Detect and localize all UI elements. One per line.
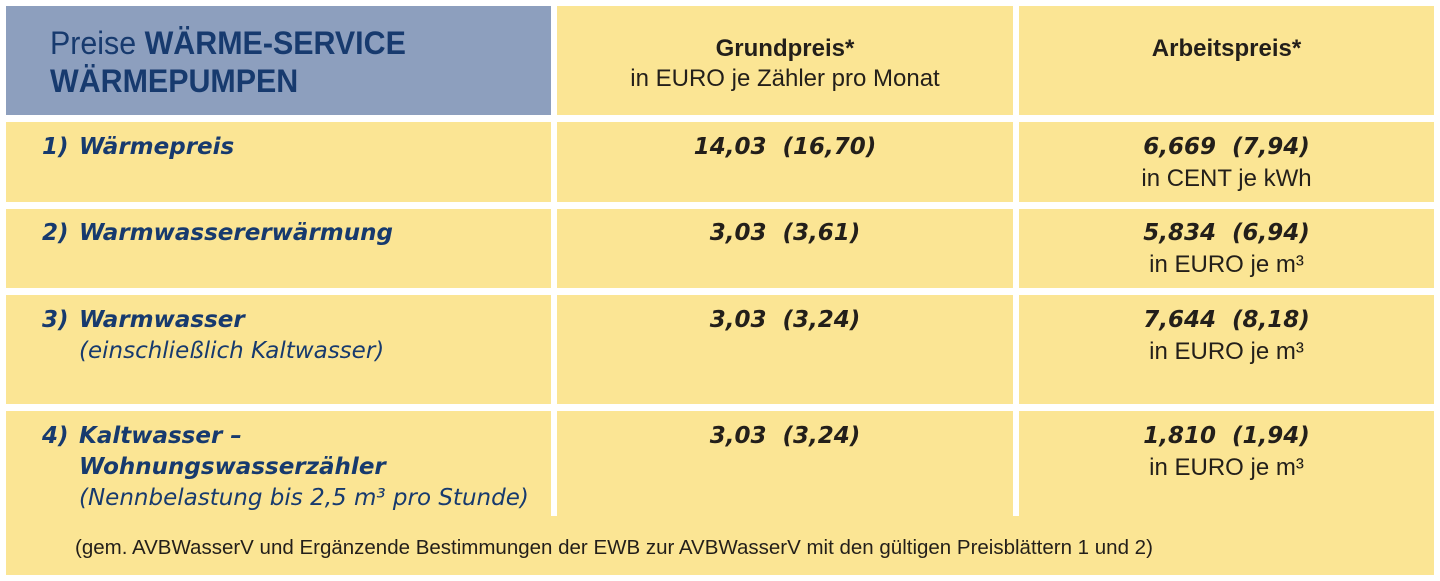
table-title-cell: Preise WÄRME-SERVICE WÄRMEPUMPEN	[6, 6, 551, 115]
footnote-cell	[545, 516, 1434, 575]
row-subtitle: (Nennbelastung bis 2,5 m³ pro Stunde)	[79, 485, 529, 511]
arbeitspreis-value: 6,669 (7,94) in CENT je kWh	[1019, 132, 1434, 194]
row-name: Kaltwasser –	[79, 423, 242, 449]
row-number: 3)	[42, 307, 69, 333]
row-number: 1)	[42, 134, 69, 160]
table-row-cell	[557, 209, 1013, 288]
arbeitspreis-unit: in CENT je kWh	[1141, 165, 1312, 192]
grundpreis-value: 14,03 (16,70)	[557, 132, 1013, 163]
title-prefix: Preise	[50, 25, 145, 61]
footnote: (gem. AVBWasserV und Ergänzende Bestimmu…	[75, 536, 1153, 559]
arbeitspreis-value: 7,644 (8,18) in EURO je m³	[1019, 305, 1434, 367]
table-row-cell	[1019, 209, 1434, 288]
grundpreis-value: 3,03 (3,24)	[557, 421, 1013, 452]
grundpreis-header: Grundpreis* in EURO je Zähler pro Monat	[557, 6, 1013, 115]
table-row	[6, 411, 551, 575]
arbeitspreis-price: 5,834 (6,94)	[1143, 220, 1310, 246]
table-row-cell	[1019, 295, 1434, 404]
title-line2: WÄRMEPUMPEN	[50, 63, 299, 99]
row-number: 4)	[42, 423, 69, 449]
grundpreis-price: 14,03 (16,70)	[693, 134, 877, 160]
arbeitspreis-price: 6,669 (7,94)	[1143, 134, 1310, 160]
arbeitspreis-unit: in EURO je m³	[1149, 454, 1304, 481]
table-row-cell	[557, 411, 1013, 517]
table-row	[6, 209, 551, 288]
grundpreis-price: 3,03 (3,24)	[709, 307, 861, 333]
row-label: 4) Kaltwasser – Wohnungswasserzähler (Nen…	[42, 421, 529, 514]
arbeitspreis-header: Arbeitspreis*	[1019, 6, 1434, 115]
row-name: Warmwassererwärmung	[79, 220, 393, 246]
arbeitspreis-value: 1,810 (1,94) in EURO je m³	[1019, 421, 1434, 483]
arbeitspreis-value: 5,834 (6,94) in EURO je m³	[1019, 218, 1434, 280]
arbeitspreis-price: 7,644 (8,18)	[1143, 307, 1310, 333]
row-name: Wärmepreis	[79, 134, 235, 160]
arbeitspreis-label: Arbeitspreis*	[1151, 35, 1302, 62]
arbeitspreis-unit: in EURO je m³	[1149, 338, 1304, 365]
title-bold: WÄRME-SERVICE	[144, 25, 406, 61]
arbeitspreis-price: 1,810 (1,94)	[1143, 423, 1310, 449]
table-row	[6, 295, 551, 404]
row-name: Warmwasser	[79, 307, 245, 333]
table-row-cell	[557, 122, 1013, 202]
table-row-cell	[557, 295, 1013, 404]
table-row-cell	[1019, 411, 1434, 517]
arbeitspreis-unit: in EURO je m³	[1149, 251, 1304, 278]
grundpreis-value: 3,03 (3,24)	[557, 305, 1013, 336]
row-number: 2)	[42, 220, 69, 246]
row-name-line2: Wohnungswasserzähler	[79, 454, 386, 480]
grundpreis-price: 3,03 (3,61)	[709, 220, 861, 246]
table-row	[6, 122, 551, 202]
row-label: 3) Warmwasser (einschließlich Kaltwasser)	[42, 305, 384, 367]
row-label: 2) Warmwassererwärmung	[42, 218, 393, 249]
grundpreis-unit: in EURO je Zähler pro Monat	[630, 65, 940, 92]
row-subtitle: (einschließlich Kaltwasser)	[79, 338, 385, 364]
table-row-cell	[1019, 122, 1434, 202]
grundpreis-label: Grundpreis*	[715, 35, 855, 62]
grundpreis-price: 3,03 (3,24)	[709, 423, 861, 449]
grundpreis-value: 3,03 (3,61)	[557, 218, 1013, 249]
page-title: Preise WÄRME-SERVICE WÄRMEPUMPEN	[50, 24, 406, 100]
row-label: 1) Wärmepreis	[42, 132, 234, 163]
